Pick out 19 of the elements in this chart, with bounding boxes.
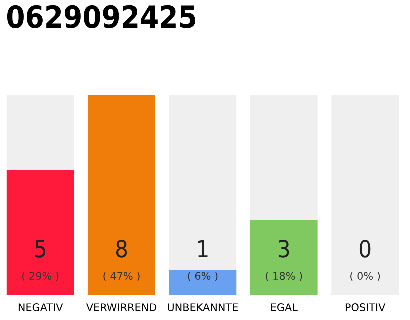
bar xyxy=(169,95,237,270)
bar xyxy=(169,270,237,296)
bar xyxy=(250,95,318,220)
x-tick-label: NEGATIV xyxy=(18,304,64,312)
data-label: 8 ( 47% ) xyxy=(104,240,140,282)
data-label: 1 ( 6% ) xyxy=(188,240,218,282)
data-label: 5 ( 29% ) xyxy=(22,240,59,282)
bar xyxy=(88,95,156,296)
data-label: 0 ( 0% ) xyxy=(350,240,380,282)
data-label: 3 ( 18% ) xyxy=(266,240,302,282)
x-tick-label: UNBEKANNTE xyxy=(168,304,238,312)
bar xyxy=(332,95,399,296)
bar xyxy=(6,95,74,170)
x-tick-label: EGAL xyxy=(271,304,298,312)
bar xyxy=(6,170,74,296)
x-tick-label: POSITIV xyxy=(346,304,386,312)
x-tick-label: VERWIRREND xyxy=(86,304,157,312)
bar xyxy=(250,220,318,296)
chart-title: 0629092425 xyxy=(7,5,196,28)
